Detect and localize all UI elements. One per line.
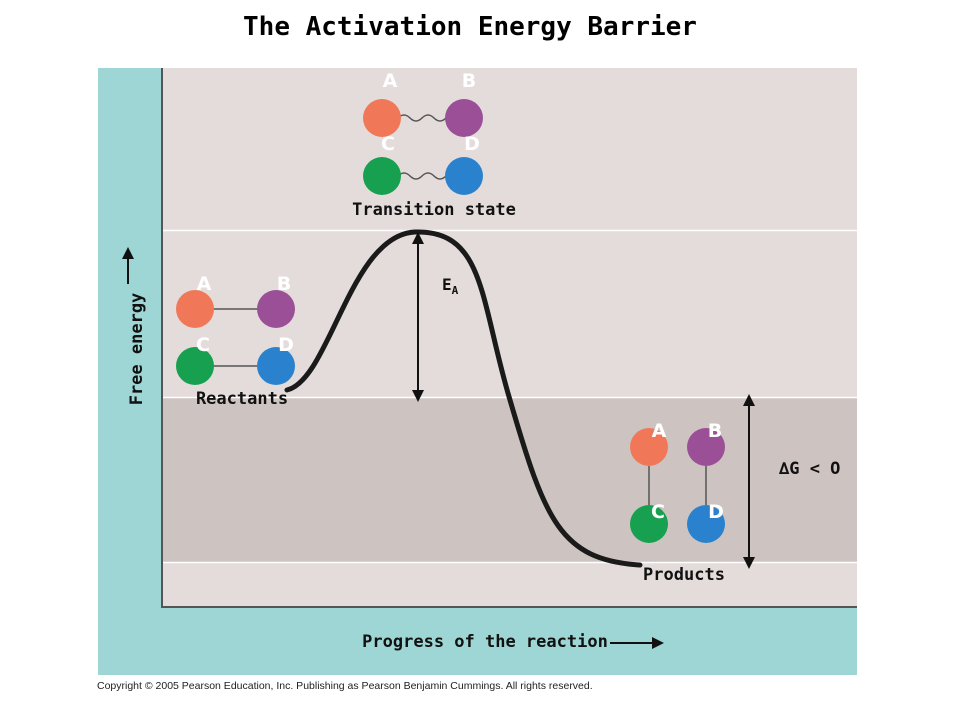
atom-a-circle bbox=[630, 428, 668, 466]
delta-g-label: ∆G < O bbox=[778, 459, 840, 479]
band-lower bbox=[162, 398, 857, 562]
y-axis-label: Free energy bbox=[127, 293, 147, 406]
atom-c-circle bbox=[363, 157, 401, 195]
atom-d-circle bbox=[687, 505, 725, 543]
atom-b-circle bbox=[445, 99, 483, 137]
activation-energy-label: EA bbox=[442, 275, 459, 297]
partial-bond bbox=[397, 172, 447, 180]
atom-a-circle bbox=[363, 99, 401, 137]
x-axis-label: Progress of the reaction bbox=[362, 632, 608, 652]
atom-a-circle bbox=[176, 290, 214, 328]
atom-a-label: A bbox=[383, 70, 398, 92]
atom-c-label: C bbox=[381, 133, 395, 155]
energy-curve bbox=[284, 229, 643, 568]
atom-d-label: D bbox=[708, 501, 724, 523]
atom-b-label: B bbox=[277, 273, 291, 295]
atom-b-label: B bbox=[708, 420, 722, 442]
diagram-title: The Activation Energy Barrier bbox=[243, 12, 697, 42]
reactants-molecule: A B C D bbox=[176, 273, 295, 385]
band-bottom bbox=[162, 563, 857, 607]
atom-b-label: B bbox=[462, 70, 476, 92]
atom-c-circle bbox=[176, 347, 214, 385]
reactants-label: Reactants bbox=[196, 389, 288, 409]
atom-a-label: A bbox=[652, 420, 667, 442]
transition-state-label: Transition state bbox=[352, 200, 516, 220]
transition-state-molecule: A B C D bbox=[363, 70, 483, 195]
atom-a-label: A bbox=[197, 273, 212, 295]
products-molecule: A B C D bbox=[630, 420, 725, 543]
atom-c-circle bbox=[630, 505, 668, 543]
atom-d-label: D bbox=[278, 334, 294, 356]
atom-d-circle bbox=[445, 157, 483, 195]
atom-d-circle bbox=[257, 347, 295, 385]
atom-c-label: C bbox=[196, 334, 210, 356]
atom-b-circle bbox=[687, 428, 725, 466]
atom-b-circle bbox=[257, 290, 295, 328]
atom-d-label: D bbox=[464, 133, 480, 155]
copyright-text: Copyright © 2005 Pearson Education, Inc.… bbox=[97, 680, 593, 692]
partial-bond bbox=[397, 114, 447, 122]
products-label: Products bbox=[643, 565, 725, 585]
band-top bbox=[162, 68, 857, 230]
atom-c-label: C bbox=[651, 501, 665, 523]
